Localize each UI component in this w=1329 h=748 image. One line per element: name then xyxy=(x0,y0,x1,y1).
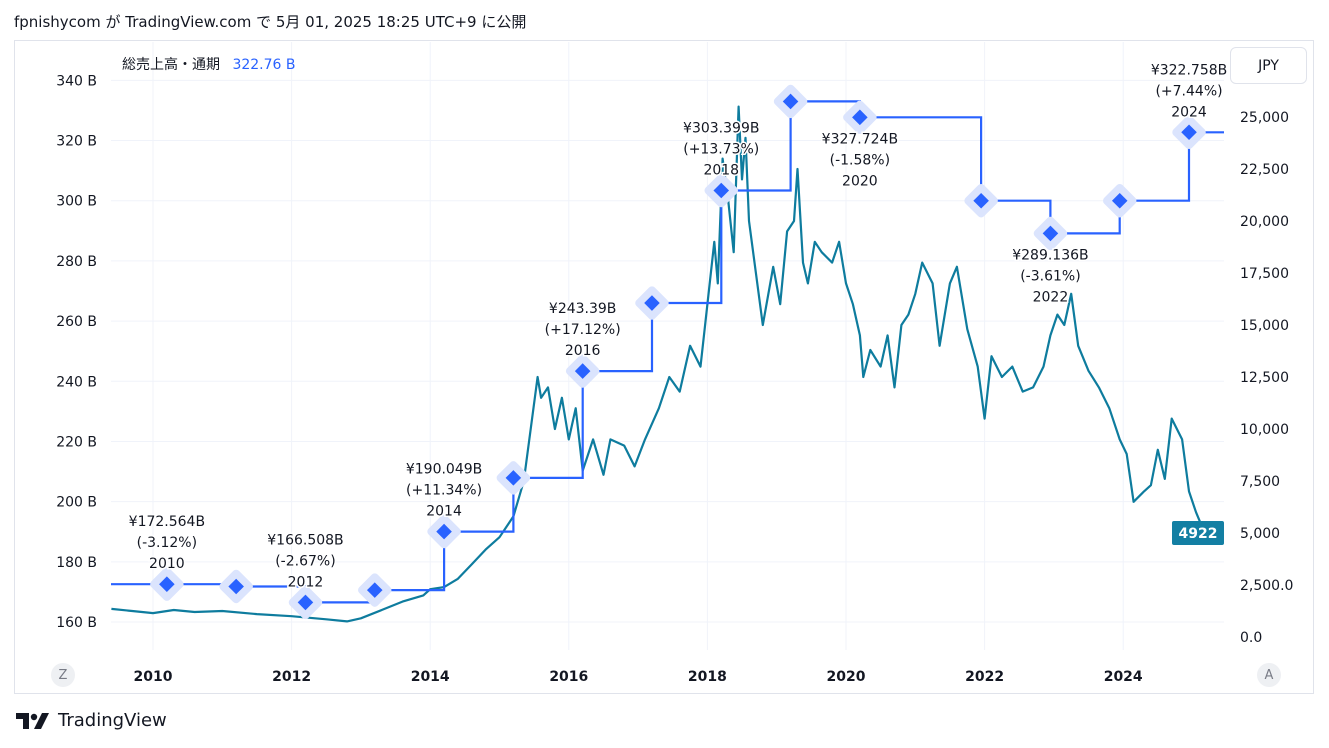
revenue-data-label: (-3.12%) xyxy=(137,535,197,551)
revenue-data-label: ¥322.758B xyxy=(1151,62,1227,78)
footer-brand[interactable]: TradingView xyxy=(16,710,167,731)
revenue-data-label: ¥303.399B xyxy=(683,121,759,137)
right-axis-tick: 20,000 xyxy=(1240,214,1289,230)
revenue-data-label: (+11.34%) xyxy=(406,483,482,499)
right-axis-tick: 22,500 xyxy=(1240,162,1289,178)
right-axis-tick: 5,000 xyxy=(1240,526,1280,542)
x-axis-tick: 2016 xyxy=(549,669,588,685)
revenue-marker[interactable] xyxy=(228,578,244,595)
revenue-step-line xyxy=(111,100,1224,604)
revenue-marker[interactable] xyxy=(973,192,989,209)
revenue-data-label: 2020 xyxy=(842,173,878,189)
revenue-data-label: ¥327.724B xyxy=(822,131,898,147)
last-price-badge xyxy=(1172,521,1224,545)
revenue-data-label: ¥172.564B xyxy=(129,514,205,530)
revenue-marker[interactable] xyxy=(713,182,730,199)
left-axis-tick: 240 B xyxy=(56,374,97,390)
revenue-data-label: (-1.58%) xyxy=(830,152,890,168)
revenue-data-label: 2022 xyxy=(1033,289,1069,305)
price-badge: 4922 xyxy=(1172,521,1224,545)
x-axis-tick: 2020 xyxy=(827,669,866,685)
currency-button[interactable]: JPY xyxy=(1230,47,1307,84)
auto-scale-right-button[interactable]: A xyxy=(1257,663,1281,687)
x-axis-tick: 2022 xyxy=(965,669,1004,685)
legend: 総売上高・通期 322.76 B xyxy=(122,54,296,74)
x-axis-tick: 2018 xyxy=(688,669,727,685)
left-axis-tick: 180 B xyxy=(56,555,97,571)
right-axis-tick: 12,500 xyxy=(1240,370,1289,386)
revenue-data-label: (+13.73%) xyxy=(683,142,759,158)
left-axis-tick: 280 B xyxy=(56,254,97,270)
left-axis-tick: 260 B xyxy=(56,314,97,330)
footer-brand-text: TradingView xyxy=(58,710,167,731)
x-axis: 2010 2012 2014 2016 2018 2020 2022 2024 xyxy=(134,669,1143,685)
revenue-data-label: (-3.61%) xyxy=(1020,268,1080,284)
left-axis-tick: 200 B xyxy=(56,495,97,511)
revenue-labels: ¥172.564B (-3.12%) 2010 ¥166.508B (-2.67%) 20… xyxy=(127,61,1229,592)
left-axis-tick: 220 B xyxy=(56,434,97,450)
revenue-data-label: 2014 xyxy=(426,504,462,520)
chart-frame xyxy=(14,40,1314,694)
right-axis-tick: 15,000 xyxy=(1240,318,1289,334)
x-axis-tick: 2024 xyxy=(1104,669,1143,685)
legend-value: 322.76 B xyxy=(232,57,296,73)
auto-scale-left-button[interactable]: Z xyxy=(51,663,75,687)
right-axis-tick: 0.0 xyxy=(1240,630,1262,646)
revenue-data-label: ¥190.049B xyxy=(406,462,482,478)
legend-label: 総売上高・通期 xyxy=(122,57,220,73)
revenue-data-label: (+17.12%) xyxy=(545,322,621,338)
revenue-data-label: 2018 xyxy=(703,163,739,179)
x-axis-tick: 2010 xyxy=(134,669,173,685)
left-axis-tick: 320 B xyxy=(56,134,97,150)
last-price-value: 4922 xyxy=(1179,526,1218,542)
grid xyxy=(111,42,1224,650)
right-axis-tick: 10,000 xyxy=(1240,422,1289,438)
x-axis-tick: 2014 xyxy=(411,669,450,685)
revenue-data-label: ¥243.39B xyxy=(549,301,617,317)
right-axis-tick: 17,500 xyxy=(1240,266,1289,282)
revenue-data-label: ¥166.508B xyxy=(267,532,343,548)
right-axis-tick: 2,500.0 xyxy=(1240,578,1293,594)
revenue-data-label: (-2.67%) xyxy=(275,553,335,569)
tradingview-logo-icon xyxy=(16,712,49,729)
revenue-marker[interactable] xyxy=(1181,124,1197,141)
revenue-marker[interactable] xyxy=(159,576,175,592)
revenue-marker[interactable] xyxy=(1042,225,1059,242)
left-axis-tick: 340 B xyxy=(56,73,97,89)
revenue-data-label: 2024 xyxy=(1171,104,1207,120)
revenue-marker[interactable] xyxy=(1111,192,1128,209)
revenue-data-label: 2016 xyxy=(565,343,601,359)
price-series xyxy=(111,105,1218,623)
revenue-data-label: 2012 xyxy=(288,574,324,590)
revenue-data-label: ¥289.136B xyxy=(1012,247,1088,263)
left-axis: 160 B 180 B 200 B 220 B 240 B 260 B 280 B 300 B… xyxy=(56,73,97,631)
right-axis-tick: 25,000 xyxy=(1240,110,1289,126)
right-axis: 0.0 2,500.0 5,000 7,500 10,000 12,500 15,000 17… xyxy=(1240,110,1293,646)
left-axis-tick: 160 B xyxy=(56,615,97,631)
revenue-data-label: 2010 xyxy=(149,556,185,572)
revenue-data-label: (+7.44%) xyxy=(1155,83,1222,99)
revenue-series xyxy=(111,84,1224,620)
price-line xyxy=(111,105,1218,623)
publish-header: fpnishycom が TradingView.com で 5月 01, 20… xyxy=(14,13,527,31)
right-axis-tick: 7,500 xyxy=(1240,474,1280,490)
left-axis-tick: 300 B xyxy=(56,194,97,210)
x-axis-tick: 2012 xyxy=(272,669,311,685)
